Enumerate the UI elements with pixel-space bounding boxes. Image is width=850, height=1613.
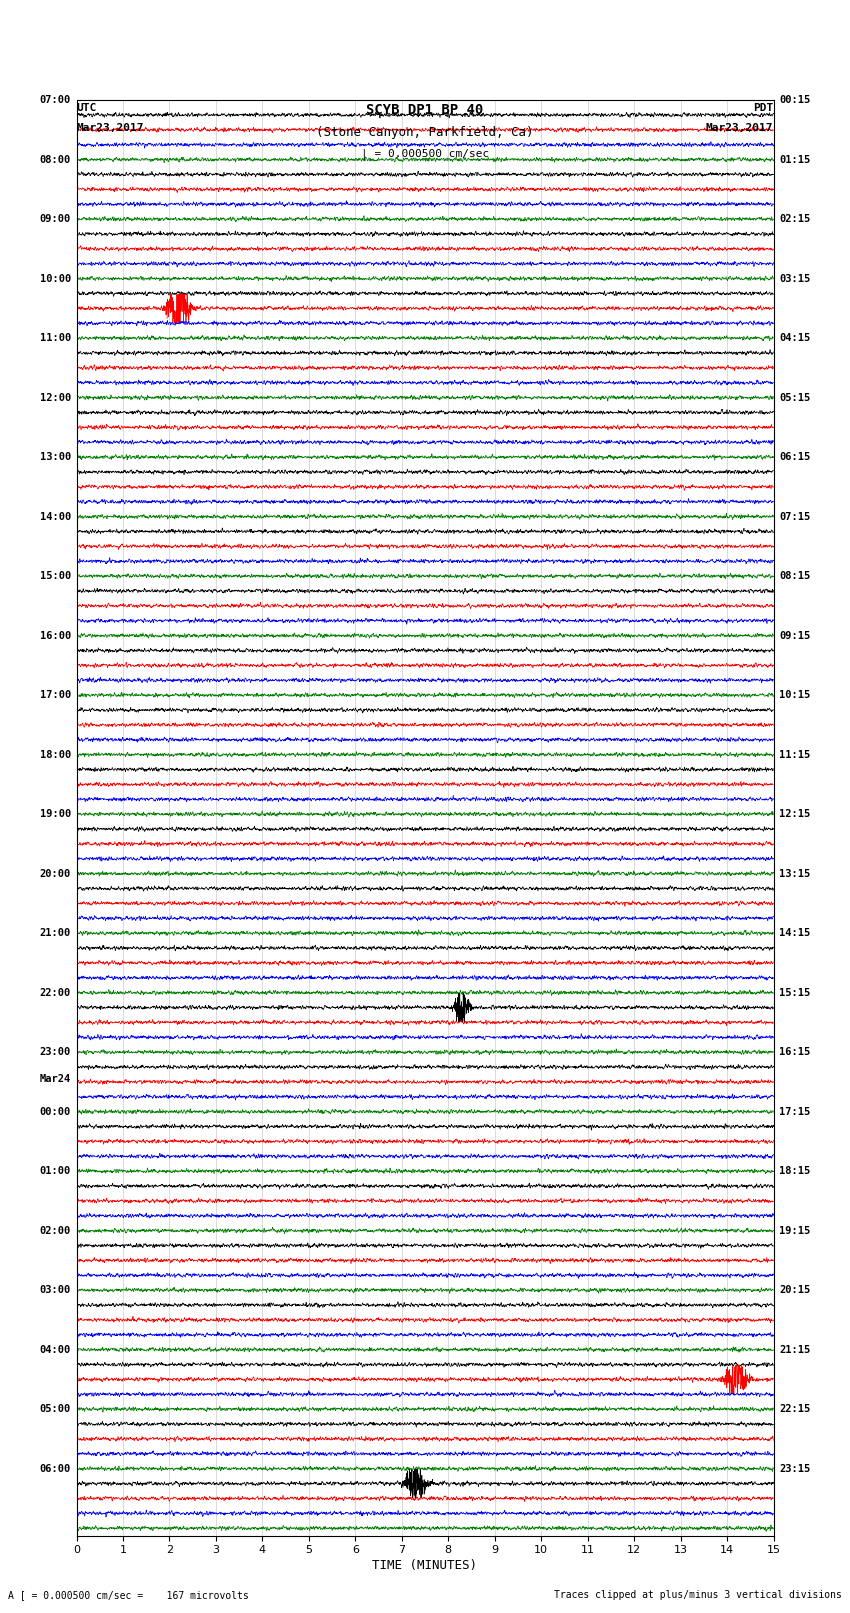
Text: 09:15: 09:15 xyxy=(779,631,810,640)
Text: Mar23,2017: Mar23,2017 xyxy=(76,123,144,132)
Text: 04:00: 04:00 xyxy=(40,1345,71,1355)
Text: Mar23,2017: Mar23,2017 xyxy=(706,123,774,132)
Text: 18:00: 18:00 xyxy=(40,750,71,760)
Text: 13:15: 13:15 xyxy=(779,868,810,879)
Text: Traces clipped at plus/minus 3 vertical divisions: Traces clipped at plus/minus 3 vertical … xyxy=(553,1590,842,1600)
Text: 00:15: 00:15 xyxy=(779,95,810,105)
Text: 23:15: 23:15 xyxy=(779,1463,810,1474)
Text: 05:15: 05:15 xyxy=(779,392,810,403)
Text: 16:15: 16:15 xyxy=(779,1047,810,1057)
Text: 14:15: 14:15 xyxy=(779,927,810,939)
Text: 21:00: 21:00 xyxy=(40,927,71,939)
Text: (Stone Canyon, Parkfield, Ca): (Stone Canyon, Parkfield, Ca) xyxy=(316,126,534,139)
Text: 23:00: 23:00 xyxy=(40,1047,71,1057)
Text: UTC: UTC xyxy=(76,103,97,113)
Text: 14:00: 14:00 xyxy=(40,511,71,521)
Text: A [ = 0.000500 cm/sec =    167 microvolts: A [ = 0.000500 cm/sec = 167 microvolts xyxy=(8,1590,249,1600)
Text: 10:15: 10:15 xyxy=(779,690,810,700)
Text: 20:15: 20:15 xyxy=(779,1286,810,1295)
Text: 02:00: 02:00 xyxy=(40,1226,71,1236)
Text: | = 0.000500 cm/sec: | = 0.000500 cm/sec xyxy=(361,148,489,160)
Text: 04:15: 04:15 xyxy=(779,332,810,344)
Text: 17:15: 17:15 xyxy=(779,1107,810,1116)
Text: 12:00: 12:00 xyxy=(40,392,71,403)
Text: 03:00: 03:00 xyxy=(40,1286,71,1295)
Text: 09:00: 09:00 xyxy=(40,215,71,224)
Text: 16:00: 16:00 xyxy=(40,631,71,640)
Text: 08:15: 08:15 xyxy=(779,571,810,581)
Text: 11:00: 11:00 xyxy=(40,332,71,344)
Text: 18:15: 18:15 xyxy=(779,1166,810,1176)
Text: SCYB DP1 BP 40: SCYB DP1 BP 40 xyxy=(366,103,484,118)
Text: Mar24: Mar24 xyxy=(40,1074,71,1084)
Text: 17:00: 17:00 xyxy=(40,690,71,700)
Text: 15:15: 15:15 xyxy=(779,987,810,997)
Text: 07:15: 07:15 xyxy=(779,511,810,521)
Text: 19:00: 19:00 xyxy=(40,810,71,819)
Text: 22:00: 22:00 xyxy=(40,987,71,997)
Text: 12:15: 12:15 xyxy=(779,810,810,819)
Text: 21:15: 21:15 xyxy=(779,1345,810,1355)
Text: 22:15: 22:15 xyxy=(779,1405,810,1415)
Text: PDT: PDT xyxy=(753,103,774,113)
Text: 13:00: 13:00 xyxy=(40,452,71,461)
Text: 19:15: 19:15 xyxy=(779,1226,810,1236)
Text: 20:00: 20:00 xyxy=(40,868,71,879)
Text: 03:15: 03:15 xyxy=(779,274,810,284)
Text: 02:15: 02:15 xyxy=(779,215,810,224)
Text: 00:00: 00:00 xyxy=(40,1107,71,1116)
Text: 05:00: 05:00 xyxy=(40,1405,71,1415)
Text: 08:00: 08:00 xyxy=(40,155,71,165)
Text: 01:15: 01:15 xyxy=(779,155,810,165)
Text: 11:15: 11:15 xyxy=(779,750,810,760)
Text: 06:00: 06:00 xyxy=(40,1463,71,1474)
X-axis label: TIME (MINUTES): TIME (MINUTES) xyxy=(372,1560,478,1573)
Text: 07:00: 07:00 xyxy=(40,95,71,105)
Text: 01:00: 01:00 xyxy=(40,1166,71,1176)
Text: 15:00: 15:00 xyxy=(40,571,71,581)
Text: 10:00: 10:00 xyxy=(40,274,71,284)
Text: 06:15: 06:15 xyxy=(779,452,810,461)
